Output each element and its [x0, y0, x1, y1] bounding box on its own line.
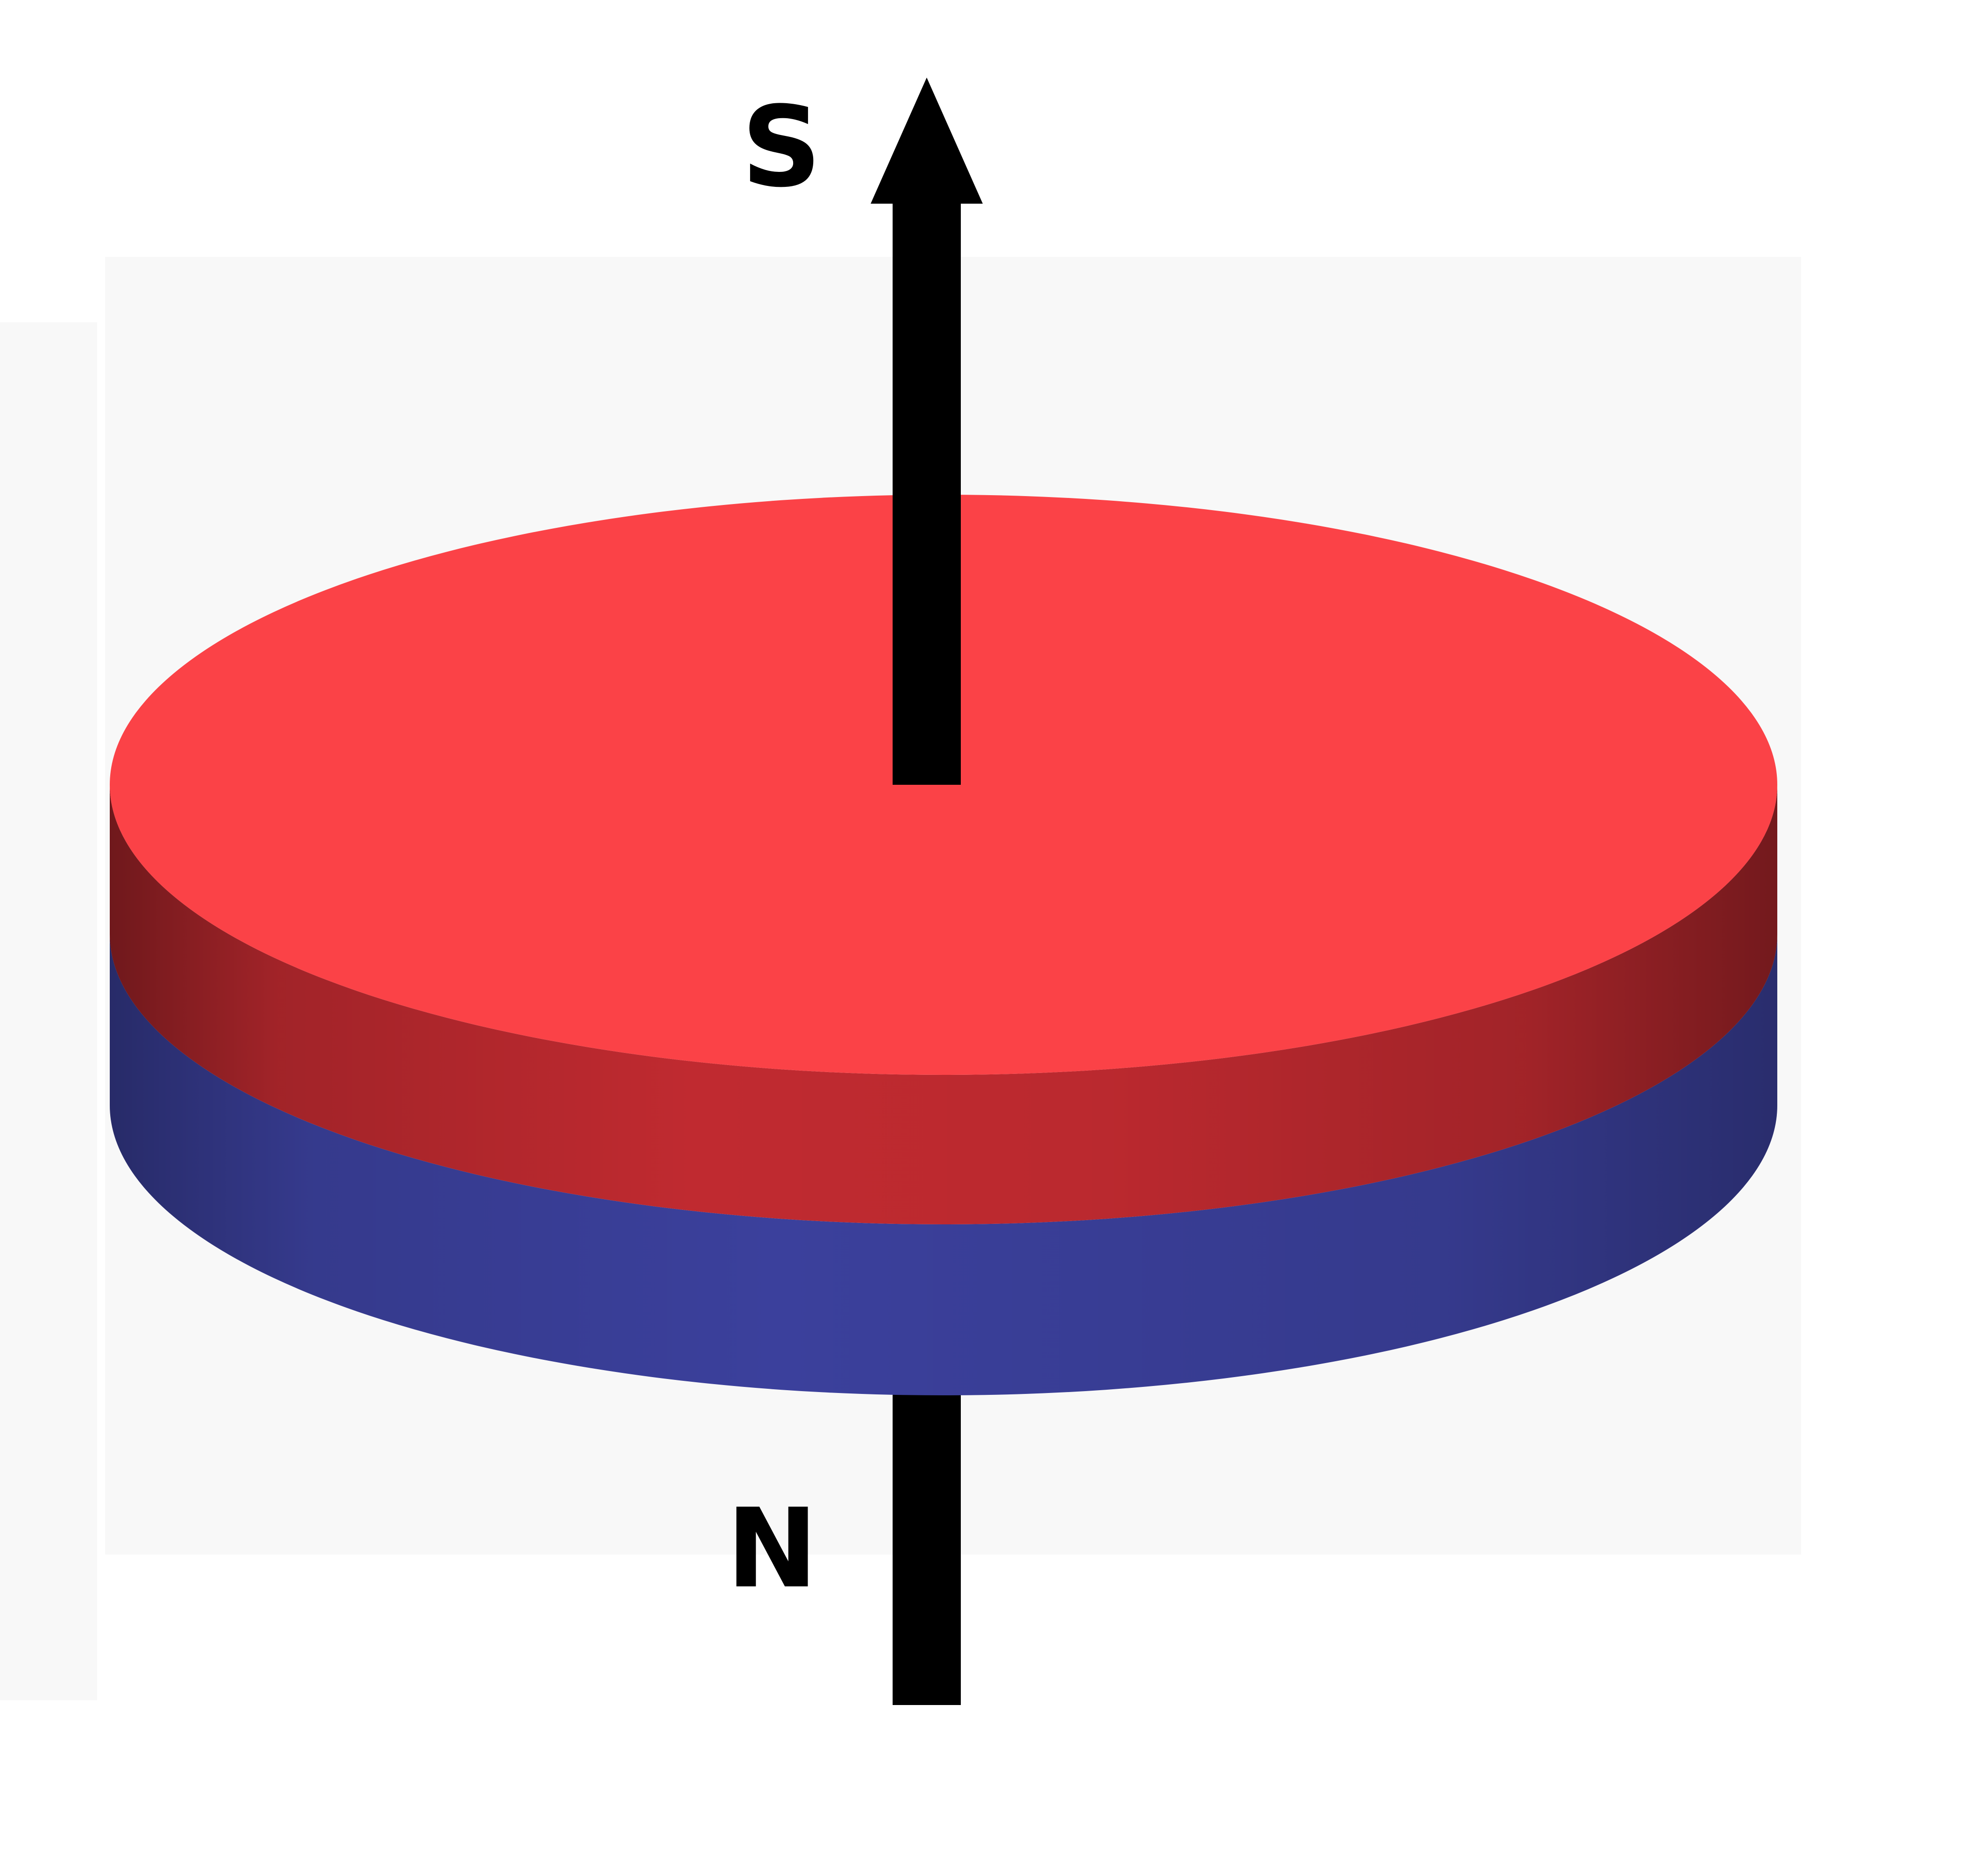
magnet-top-side-shading [110, 785, 1777, 1224]
field-arrow-lower-shaft [893, 1383, 961, 1705]
label-s-pole: S [741, 83, 821, 212]
field-arrow-up [871, 78, 983, 785]
magnet-bottom-side-shading [110, 934, 1777, 1395]
left-gray-panel [0, 322, 97, 1700]
label-n-pole: N [726, 1485, 818, 1613]
field-arrow-upper-shaft [893, 200, 961, 785]
field-arrow-head [871, 78, 983, 204]
